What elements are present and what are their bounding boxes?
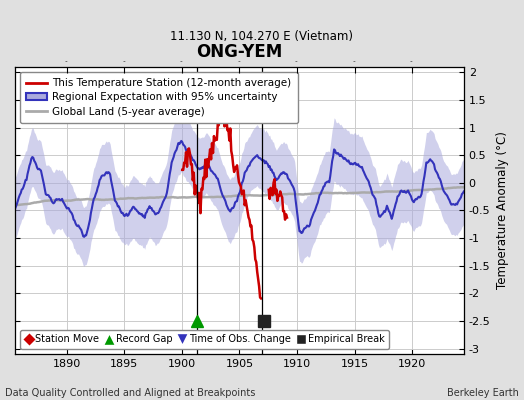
Text: 11.130 N, 104.270 E (Vietnam): 11.130 N, 104.270 E (Vietnam) [170,30,354,43]
Y-axis label: Temperature Anomaly (°C): Temperature Anomaly (°C) [496,132,509,290]
Text: Data Quality Controlled and Aligned at Breakpoints: Data Quality Controlled and Aligned at B… [5,388,256,398]
Text: Berkeley Earth: Berkeley Earth [447,388,519,398]
Legend: Station Move, Record Gap, Time of Obs. Change, Empirical Break: Station Move, Record Gap, Time of Obs. C… [20,330,389,349]
Title: ONG-YEM: ONG-YEM [196,43,282,61]
